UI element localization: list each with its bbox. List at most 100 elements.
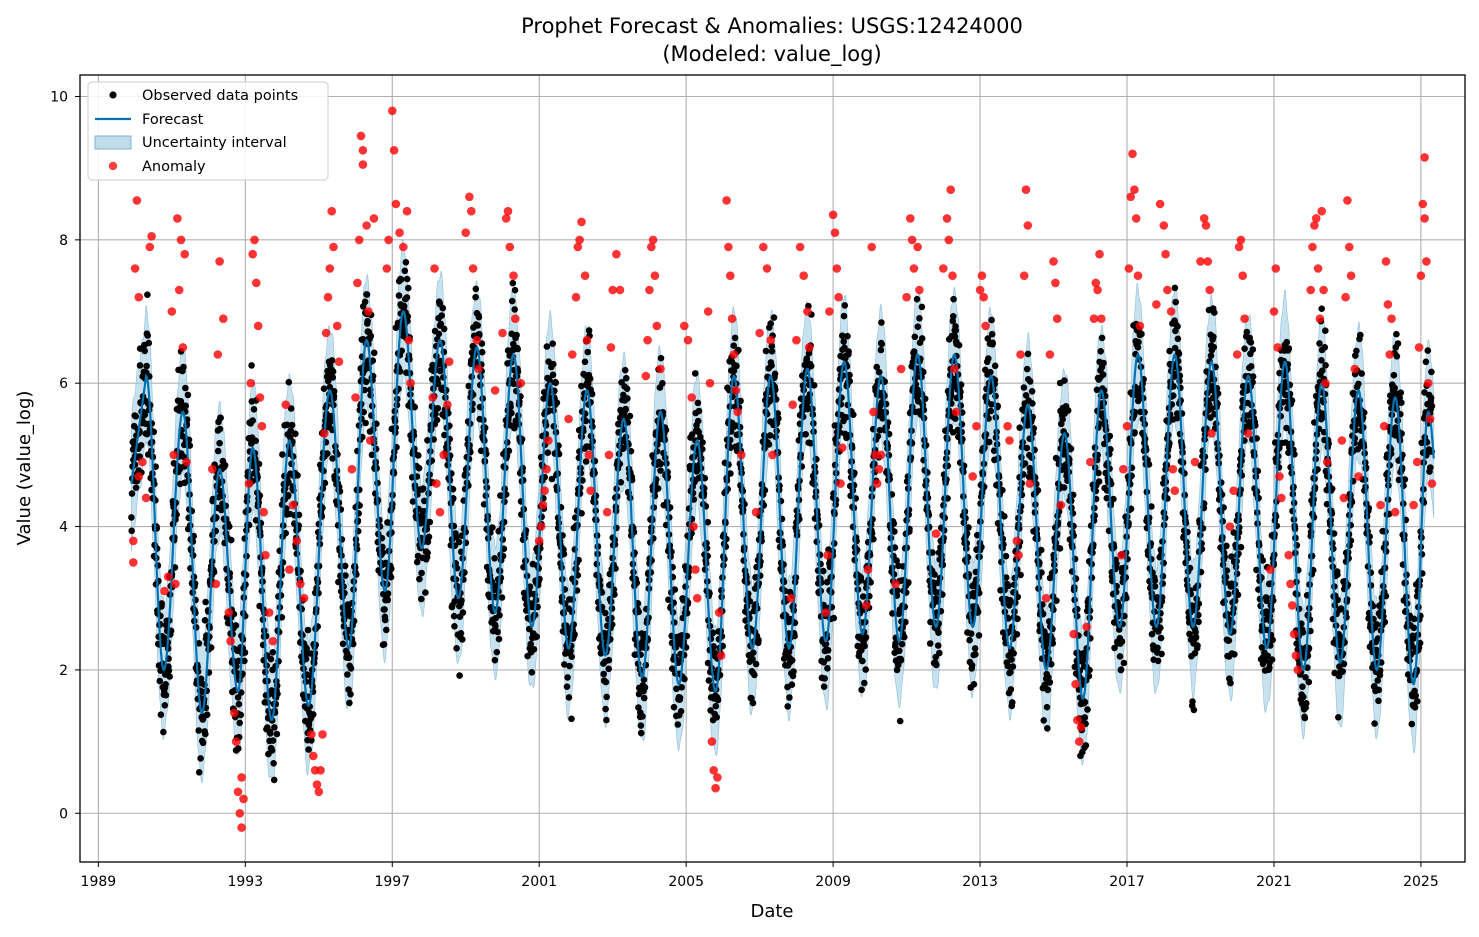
anomaly-point (534, 536, 544, 546)
anomaly-point (329, 242, 338, 252)
anomaly-point (406, 378, 415, 388)
anomaly-point (981, 321, 990, 331)
observed-point (288, 421, 296, 429)
anomaly-point (972, 421, 981, 431)
observed-point (889, 610, 896, 617)
anomaly-point (792, 335, 801, 345)
anomaly-point (788, 400, 797, 410)
observed-point (891, 528, 898, 535)
observed-point (600, 670, 607, 678)
anomaly-point (362, 221, 371, 230)
observed-point (582, 417, 590, 425)
observed-point (975, 632, 983, 639)
observed-point (1002, 552, 1010, 560)
observed-point (1371, 720, 1378, 727)
observed-point (950, 295, 957, 303)
observed-point (216, 487, 224, 495)
observed-point (158, 600, 165, 607)
observed-point (232, 622, 240, 629)
observed-point (345, 653, 353, 661)
observed-point (292, 430, 299, 438)
anomaly-point (946, 185, 955, 194)
observed-point (405, 284, 412, 292)
observed-point (892, 640, 899, 647)
observed-point (1408, 720, 1416, 728)
observed-point (269, 737, 277, 744)
observed-point (141, 411, 149, 419)
observed-point (203, 711, 211, 718)
observed-point (415, 452, 422, 459)
anomaly-point (255, 393, 265, 402)
anomaly-point (795, 242, 805, 252)
observed-point (844, 332, 851, 340)
anomaly-point (244, 479, 254, 488)
observed-point (544, 449, 552, 457)
observed-point (1174, 323, 1181, 330)
anomaly-point (134, 472, 144, 481)
observed-point (1397, 389, 1405, 397)
observed-point (659, 380, 666, 387)
observed-point (1243, 328, 1251, 336)
anomaly-point (641, 371, 651, 381)
observed-point (755, 636, 762, 644)
observed-point (1082, 742, 1090, 749)
observed-point (579, 477, 586, 484)
observed-point (419, 485, 427, 492)
observed-point (730, 342, 737, 350)
anomaly-point (729, 350, 739, 359)
observed-point (1084, 706, 1091, 713)
anomaly-point (768, 450, 777, 460)
observed-point (749, 699, 757, 707)
observed-point (1017, 571, 1024, 579)
observed-point (439, 304, 447, 312)
anomaly-point (465, 192, 474, 202)
anomaly-point (467, 206, 476, 216)
anomaly-point (902, 292, 911, 302)
anomaly-point (564, 414, 573, 424)
observed-point (364, 317, 371, 325)
observed-point (287, 427, 295, 435)
anomaly-point (737, 450, 746, 460)
observed-point (1334, 571, 1341, 578)
observed-point (637, 722, 645, 729)
observed-point (492, 623, 499, 630)
observed-point (821, 675, 828, 682)
anomaly-point (645, 285, 654, 295)
observed-point (184, 391, 192, 399)
observed-point (1225, 637, 1233, 644)
anomaly-point (444, 357, 454, 367)
observed-point (1028, 388, 1036, 395)
anomaly-point (167, 307, 177, 316)
observed-point (453, 645, 460, 652)
observed-point (549, 340, 556, 348)
anomaly-point (347, 464, 357, 474)
observed-point (513, 331, 520, 339)
anomaly-point (250, 235, 259, 245)
observed-point (859, 593, 867, 600)
observed-point (955, 341, 963, 349)
anomaly-point (312, 780, 322, 789)
anomaly-point (503, 206, 513, 216)
anomaly-point (931, 529, 941, 538)
observed-point (489, 524, 496, 531)
observed-point (491, 555, 498, 562)
observed-point (1393, 330, 1400, 338)
anomaly-point (544, 436, 553, 445)
observed-point (862, 666, 869, 673)
anomaly-point (1025, 479, 1034, 488)
anomaly-point (1052, 314, 1062, 324)
anomaly-point (264, 608, 274, 617)
observed-point (137, 442, 145, 449)
observed-point (509, 279, 517, 287)
observed-point (1269, 636, 1276, 644)
observed-point (695, 428, 702, 436)
observed-point (1007, 686, 1015, 693)
observed-point (1303, 700, 1310, 707)
observed-point (478, 348, 486, 356)
anomaly-point (1097, 314, 1106, 324)
observed-point (987, 368, 994, 376)
anomaly-point (432, 479, 441, 488)
observed-point (1158, 650, 1165, 658)
observed-point (495, 635, 503, 643)
anomaly-point (582, 335, 592, 345)
